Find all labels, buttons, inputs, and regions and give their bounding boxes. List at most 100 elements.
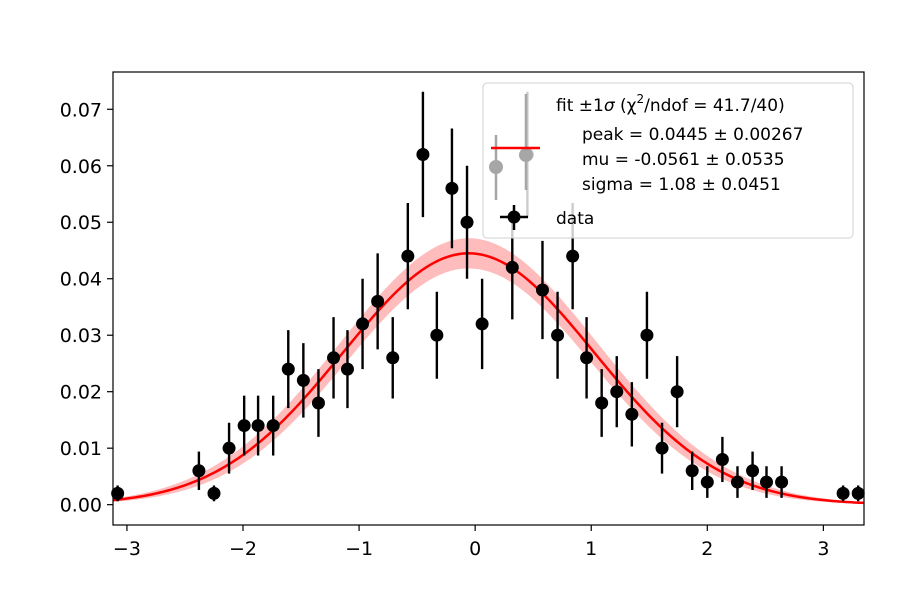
data-point-31 <box>655 422 669 474</box>
data-marker <box>430 328 444 342</box>
data-marker <box>445 181 459 195</box>
data-point-16 <box>416 91 430 218</box>
data-point-27 <box>595 369 609 437</box>
data-point-37 <box>746 451 760 490</box>
data-marker <box>207 486 221 500</box>
data-marker <box>535 283 549 297</box>
y-tick-label: 0.04 <box>60 269 102 291</box>
data-point-30 <box>640 291 654 379</box>
data-marker <box>401 249 415 263</box>
data-marker <box>566 249 580 263</box>
y-tick-label: 0.00 <box>60 495 102 517</box>
x-tick-label: 1 <box>585 538 597 560</box>
data-marker <box>625 407 639 421</box>
fit-uncertainty-band <box>113 238 864 504</box>
data-point-28 <box>610 356 624 428</box>
x-tick-label: −3 <box>113 538 141 560</box>
data-point-1 <box>192 451 206 490</box>
data-marker <box>327 351 341 365</box>
y-axis: 0.00 0.01 0.02 0.03 0.04 0.05 0.06 0.07 <box>60 99 113 517</box>
data-marker <box>715 452 729 466</box>
data-marker <box>371 294 385 308</box>
legend-fit-param-sigma: sigma = 1.08 ± 0.0451 <box>582 175 781 195</box>
data-marker <box>685 464 699 478</box>
legend-fit-param-mu: mu = -0.0561 ± 0.0535 <box>582 150 785 170</box>
data-marker <box>595 396 609 410</box>
data-marker <box>251 419 265 433</box>
data-point-35 <box>715 436 729 483</box>
data-marker <box>192 464 206 478</box>
plot-frame <box>112 71 865 526</box>
data-marker <box>746 464 760 478</box>
y-tick-label: 0.03 <box>60 325 102 347</box>
data-point-5 <box>251 395 265 456</box>
y-tick-label: 0.07 <box>60 99 102 121</box>
y-tick-label: 0.06 <box>60 156 102 178</box>
data-point-0 <box>111 485 125 502</box>
x-tick-label: −2 <box>229 538 257 560</box>
data-point-15 <box>401 203 415 310</box>
data-point-6 <box>266 395 280 456</box>
legend-box <box>482 82 854 239</box>
fit-band-layer <box>113 238 864 504</box>
data-point-2 <box>207 485 221 502</box>
data-marker <box>237 419 251 433</box>
data-marker <box>759 475 773 489</box>
data-marker <box>655 441 669 455</box>
data-point-17 <box>430 291 444 379</box>
data-marker <box>416 147 430 161</box>
data-point-9 <box>311 369 325 437</box>
x-tick-label: −1 <box>345 538 373 560</box>
data-marker <box>670 385 684 399</box>
y-tick-label: 0.05 <box>60 212 102 234</box>
data-point-19 <box>460 165 474 279</box>
legend-data-marker <box>500 205 528 230</box>
data-point-20 <box>475 278 489 370</box>
legend-data-point <box>507 210 521 224</box>
data-marker <box>775 475 789 489</box>
legend-grey-point-left <box>489 160 503 174</box>
y-tick-label: 0.01 <box>60 438 102 460</box>
data-point-14 <box>386 317 400 399</box>
legend-fit-param-peak: peak = 0.0445 ± 0.00267 <box>582 125 803 145</box>
data-marker <box>851 486 865 500</box>
data-marker <box>610 385 624 399</box>
data-point-18 <box>445 128 459 249</box>
data-marker <box>266 419 280 433</box>
data-point-40 <box>836 485 850 502</box>
data-point-39 <box>775 466 789 498</box>
legend-grey-point-right <box>519 148 533 162</box>
data-point-34 <box>700 466 714 498</box>
data-marker <box>222 441 236 455</box>
data-point-7 <box>281 330 295 409</box>
data-marker <box>640 328 654 342</box>
x-axis: −3 −2 −1 0 1 2 3 <box>113 525 829 560</box>
data-marker <box>836 486 850 500</box>
data-point-29 <box>625 382 639 447</box>
data-point-32 <box>670 356 684 428</box>
data-marker <box>386 351 400 365</box>
x-tick-label: 0 <box>469 538 481 560</box>
legend-fit-marker <box>489 94 540 200</box>
data-marker <box>580 351 594 365</box>
data-marker <box>311 396 325 410</box>
x-tick-label: 2 <box>701 538 713 560</box>
data-point-26 <box>580 317 594 399</box>
data-point-3 <box>222 422 236 474</box>
data-point-10 <box>327 317 341 399</box>
data-point-4 <box>237 395 251 456</box>
data-marker <box>340 362 354 376</box>
data-marker <box>356 317 370 331</box>
data-point-13 <box>371 253 385 350</box>
data-point-24 <box>551 291 565 379</box>
data-marker <box>475 317 489 331</box>
data-point-12 <box>356 278 370 370</box>
data-marker <box>505 260 519 274</box>
data-marker <box>281 362 295 376</box>
data-marker <box>551 328 565 342</box>
y-tick-label: 0.02 <box>60 382 102 404</box>
data-point-11 <box>340 330 354 409</box>
data-point-41 <box>851 485 865 502</box>
data-marker <box>730 475 744 489</box>
